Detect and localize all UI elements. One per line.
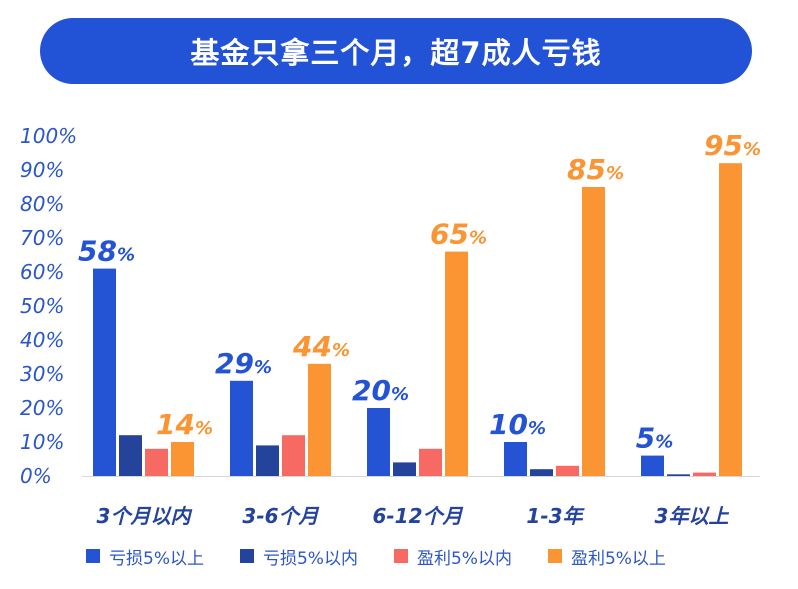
data-label-number: 20	[352, 374, 391, 407]
legend-label: 亏损5%以内	[262, 548, 358, 569]
legend-item: 盈利5%以内	[393, 544, 512, 569]
legend-label: 盈利5%以上	[570, 548, 666, 569]
data-label-number: 44	[292, 330, 332, 363]
data-label: 20%	[352, 374, 409, 407]
y-tick-label: 0%	[20, 464, 52, 488]
data-label-unit: %	[195, 418, 213, 439]
y-tick-label: 60%	[20, 260, 64, 284]
bar	[530, 469, 553, 476]
data-label-unit: %	[606, 163, 624, 184]
data-label: 85%	[567, 153, 624, 186]
data-label: 29%	[215, 347, 272, 380]
bar	[308, 363, 331, 476]
data-label: 44%	[292, 330, 350, 363]
bar	[582, 187, 605, 476]
bar	[119, 435, 142, 476]
data-label-unit: %	[254, 357, 272, 378]
data-label: 58%	[78, 235, 135, 268]
data-label: 14%	[156, 408, 213, 441]
legend-swatch	[547, 549, 562, 563]
legend-swatch	[393, 549, 408, 563]
legend-label: 亏损5%以上	[109, 548, 204, 569]
bar	[445, 251, 468, 476]
y-tick-label: 40%	[20, 328, 64, 352]
y-tick-label: 80%	[20, 192, 64, 216]
bar	[367, 408, 390, 476]
data-label: 95%	[704, 129, 761, 162]
data-label-unit: %	[332, 340, 350, 361]
y-tick-label: 30%	[20, 362, 64, 386]
x-category-label: 3年以上	[655, 504, 730, 528]
data-label-number: 14	[156, 408, 195, 441]
data-label-number: 29	[215, 347, 254, 380]
bar	[641, 455, 664, 476]
data-label-unit: %	[469, 228, 487, 249]
data-label-number: 85	[567, 153, 606, 186]
y-tick-label: 90%	[20, 158, 64, 182]
bar	[556, 465, 579, 476]
data-label-unit: %	[391, 384, 409, 405]
bar	[693, 472, 716, 476]
bar-chart: 0%10%20%30%40%50%60%70%80%90%100%3个月以内 3-…	[20, 124, 761, 528]
bar	[393, 462, 416, 476]
data-label-unit: %	[117, 245, 135, 266]
bar	[719, 163, 742, 476]
bar	[171, 442, 194, 476]
y-tick-label: 50%	[20, 294, 64, 318]
y-tick-label: 10%	[20, 430, 64, 454]
y-tick-label: 20%	[20, 396, 64, 420]
data-label: 65%	[430, 218, 487, 251]
x-category-label: 3个月以内	[97, 504, 193, 528]
data-label: 10%	[489, 408, 546, 441]
data-label-unit: %	[528, 418, 546, 439]
legend-item: 盈利5%以上	[547, 544, 666, 569]
bar	[93, 268, 116, 476]
bar	[145, 448, 168, 476]
data-label-number: 65	[430, 218, 469, 251]
legend-item: 亏损5%以上	[86, 544, 204, 569]
bar	[419, 448, 442, 476]
bar	[282, 435, 305, 476]
title-banner: 基金只拿三个月，超7成人亏钱	[40, 18, 752, 84]
data-label: 5%	[636, 422, 674, 455]
legend-item: 亏损5%以内	[239, 544, 358, 569]
data-label-unit: %	[655, 432, 673, 453]
data-label-number: 10	[489, 408, 528, 441]
data-label-number: 95	[704, 129, 743, 162]
legend-label: 盈利5%以内	[416, 548, 512, 569]
chart-title: 基金只拿三个月，超7成人亏钱	[190, 36, 602, 70]
bar	[230, 380, 253, 476]
x-category-label: 6-12个月	[372, 504, 463, 528]
bar	[256, 445, 279, 476]
x-category-label: 1-3年	[526, 504, 585, 528]
x-category-label: 3-6个月	[242, 504, 319, 528]
data-label-unit: %	[743, 139, 761, 160]
y-tick-label: 100%	[20, 124, 77, 148]
legend-swatch	[86, 549, 100, 563]
chart-legend: 亏损5%以上 亏损5%以内 盈利5%以内 盈利5%以上	[86, 543, 766, 569]
bar	[667, 474, 690, 476]
bar	[504, 442, 527, 476]
data-label-number: 58	[78, 235, 117, 268]
data-label-number: 5	[636, 422, 655, 455]
legend-swatch	[239, 549, 254, 563]
y-tick-label: 70%	[20, 226, 64, 250]
